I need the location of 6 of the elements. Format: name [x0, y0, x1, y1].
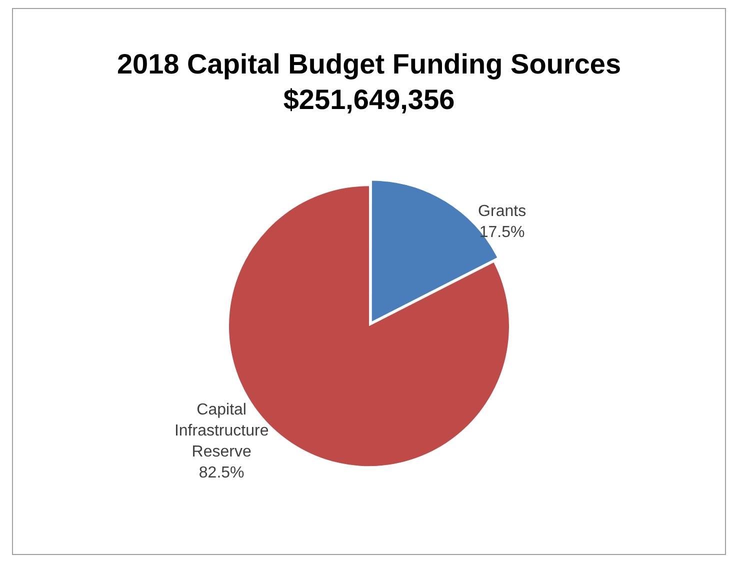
slice-label: Capital Infrastructure Reserve [174, 401, 269, 460]
data-label: 82.5% [198, 464, 244, 482]
chart-title: 2018 Capital Budget Funding Sources [116, 48, 622, 80]
data-label: 17.5% [479, 224, 525, 241]
chart-subtitle: $251,649,356 [283, 84, 455, 116]
slice-label: Grants [478, 202, 526, 220]
